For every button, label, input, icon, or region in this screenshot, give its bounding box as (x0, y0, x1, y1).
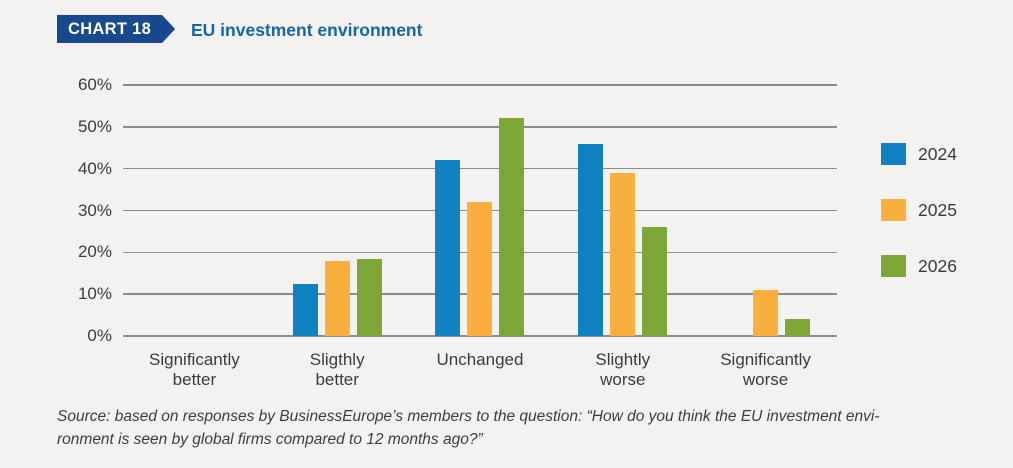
bar-group-2 (266, 85, 409, 336)
legend-item-2024: 2024 (881, 143, 957, 165)
source-line-2: ronment is seen by global firms compared… (57, 430, 483, 448)
bar-2026-group-3 (499, 118, 525, 336)
source-line-1: Source: based on responses by BusinessEu… (57, 408, 880, 425)
y-tick-label-40: 40% (77, 158, 112, 178)
x-category-label-5: Significantly worse (720, 350, 811, 389)
chart-title: EU investment environment (191, 20, 423, 40)
bar-2026-group-2 (356, 258, 382, 336)
source-note: Source: based on responses by BusinessEu… (57, 406, 957, 451)
gridline-50 (123, 126, 837, 128)
x-category-label-2: Sligthly better (309, 350, 365, 389)
bar-2025-group-5 (753, 289, 779, 336)
legend-label-2026: 2026 (918, 255, 957, 276)
y-tick-label-10: 10% (77, 284, 112, 304)
x-axis: Significantly better Sligthly better Uncha… (123, 350, 837, 392)
x-category-label-4: Slightly worse (595, 350, 651, 389)
bar-2024-group-4 (578, 143, 604, 336)
legend: 2024 2025 2026 (881, 143, 957, 277)
y-axis: 60% 50% 40% 30% 20% 10% 0% (40, 75, 112, 345)
bar-group-4 (551, 85, 694, 336)
chart-badge: CHART 18 (57, 15, 175, 43)
bar-group-1 (123, 85, 266, 336)
gridline-60 (123, 84, 837, 86)
legend-item-2026: 2026 (881, 255, 957, 277)
bar-2025-group-3 (467, 202, 493, 336)
bar-group-3 (409, 85, 552, 336)
bar-group-5 (694, 85, 837, 336)
legend-swatch-2026 (881, 255, 906, 277)
x-category-label-1: Significantly better (149, 350, 240, 389)
legend-item-2025: 2025 (881, 199, 957, 221)
y-tick-label-30: 30% (77, 200, 112, 220)
bar-2025-group-4 (610, 172, 636, 336)
gridline-0 (123, 335, 837, 337)
legend-swatch-2024 (881, 143, 906, 165)
bar-2026-group-4 (642, 227, 668, 336)
y-tick-label-20: 20% (77, 242, 112, 262)
x-category-label-3: Unchanged (436, 350, 524, 369)
bar-2025-group-2 (324, 260, 350, 336)
y-tick-label-0: 0% (87, 326, 112, 345)
bar-2026-group-5 (785, 319, 811, 336)
bar-2024-group-3 (435, 160, 461, 336)
gridline-40 (123, 167, 837, 170)
plot-area (123, 84, 837, 337)
legend-label-2024: 2024 (918, 143, 957, 164)
legend-swatch-2025 (881, 199, 906, 221)
legend-label-2025: 2025 (918, 199, 957, 220)
y-tick-label-50: 50% (77, 116, 112, 136)
bar-2024-group-2 (292, 283, 318, 336)
y-tick-label-60: 60% (77, 75, 112, 94)
